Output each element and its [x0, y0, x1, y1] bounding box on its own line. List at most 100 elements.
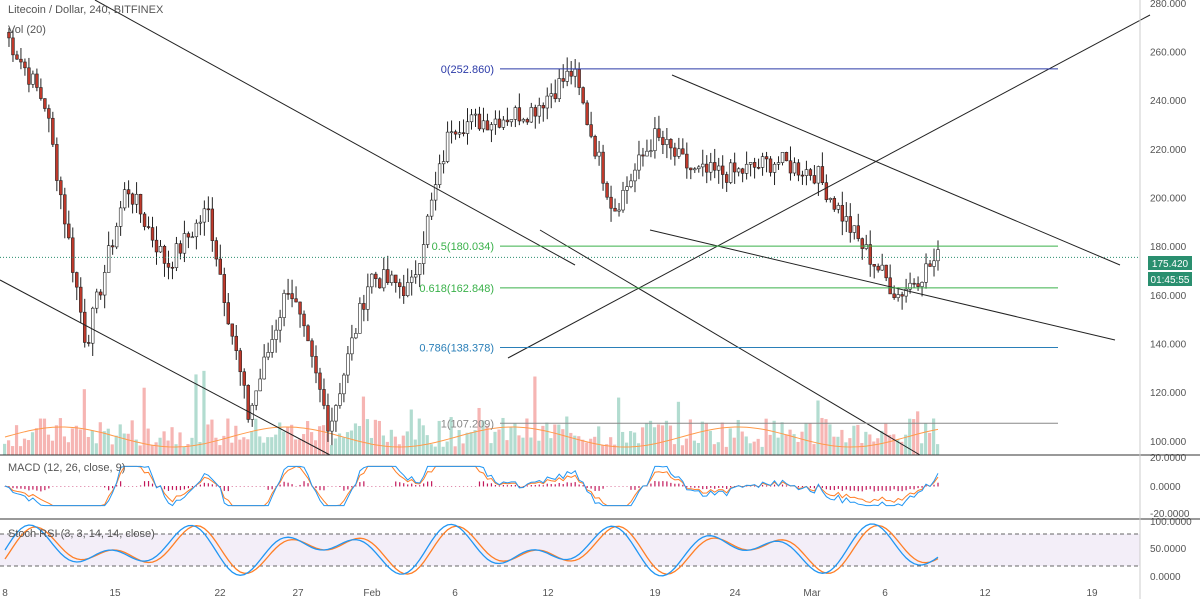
- macd-histogram-bar: [231, 486, 233, 487]
- candle-body: [250, 404, 254, 420]
- volume-bar: [916, 411, 920, 455]
- candle-body: [565, 70, 569, 82]
- candle-body: [545, 95, 549, 109]
- macd-histogram-bar: [654, 481, 656, 487]
- candle-body: [170, 266, 175, 269]
- macd-histogram-bar: [271, 486, 273, 490]
- volume-bar: [389, 429, 393, 455]
- macd-histogram-bar: [439, 486, 441, 487]
- candle-body: [366, 286, 370, 310]
- candle-body: [824, 182, 829, 200]
- volume-bar: [581, 439, 585, 455]
- volume-bar: [740, 431, 744, 455]
- macd-histogram-bar: [454, 486, 457, 487]
- macd-histogram-bar: [44, 486, 46, 491]
- candle-body: [501, 119, 506, 128]
- volume-bar: [856, 424, 860, 455]
- volume-bar: [613, 444, 617, 455]
- volume-bar: [780, 422, 784, 455]
- macd-histogram-bar: [514, 484, 516, 487]
- volume-bar: [302, 434, 306, 455]
- candle-body: [47, 108, 51, 119]
- volume-bar: [501, 417, 505, 455]
- candle-body: [210, 208, 215, 241]
- volume-bar: [621, 431, 625, 455]
- macd-histogram-bar: [542, 485, 544, 487]
- candle-body: [836, 205, 841, 210]
- candle-body: [808, 169, 813, 176]
- volume-bar: [206, 424, 210, 455]
- trend-lines: [0, 0, 1151, 456]
- macd-histogram-bar: [411, 483, 413, 487]
- candle-body: [338, 393, 342, 406]
- macd-histogram-bar: [630, 486, 632, 490]
- volume-bar: [644, 423, 649, 455]
- volume-bar: [525, 418, 529, 455]
- volume-bar: [74, 425, 78, 455]
- macd-histogram-bar: [510, 484, 512, 487]
- macd-histogram-bar: [151, 483, 154, 487]
- time-tick-label: Feb: [363, 588, 381, 599]
- macd-histogram-bar: [869, 486, 871, 490]
- volume-bar: [98, 422, 102, 455]
- macd-histogram-bar: [726, 486, 728, 489]
- volume-bar: [198, 441, 202, 455]
- candle-body: [67, 223, 71, 239]
- macd-histogram-bar: [889, 486, 891, 491]
- macd-histogram-bar: [917, 486, 919, 489]
- candle-body: [717, 165, 721, 171]
- macd-histogram-bar: [28, 486, 30, 491]
- candle-body: [713, 162, 717, 171]
- macd-histogram-bar: [877, 486, 879, 491]
- candle-body: [896, 294, 900, 298]
- macd-histogram-bar: [486, 483, 489, 487]
- candle-body: [625, 186, 629, 191]
- volume-bar: [170, 427, 174, 455]
- macd-histogram-bar: [104, 486, 106, 488]
- candle-body: [394, 274, 398, 283]
- candle-body: [298, 301, 302, 315]
- macd-histogram-bar: [24, 486, 26, 490]
- candle-body: [234, 335, 238, 351]
- volume-bar: [660, 425, 665, 455]
- volume-bar: [497, 429, 501, 455]
- candle-body: [569, 70, 573, 77]
- macd-histogram-bar: [490, 483, 493, 487]
- volume-bar: [517, 435, 521, 455]
- volume-bar: [716, 442, 720, 455]
- macd-histogram-bar: [219, 486, 221, 487]
- macd-histogram-bar: [127, 486, 130, 487]
- macd-histogram-bar: [135, 486, 138, 487]
- candle-body: [597, 151, 601, 157]
- volume-bar: [385, 441, 389, 455]
- macd-histogram-bar: [283, 481, 285, 487]
- macd-line: [4, 465, 939, 507]
- volume-bar: [94, 443, 98, 455]
- candle-body: [724, 174, 729, 183]
- macd-histogram-bar: [730, 486, 732, 488]
- macd-histogram-bar: [666, 481, 668, 487]
- macd-histogram-bar: [686, 486, 688, 488]
- macd-histogram-bar: [466, 486, 469, 487]
- macd-histogram-bar: [243, 486, 245, 487]
- stoch-title: Stoch RSI (3, 3, 14, 14, close): [8, 528, 155, 540]
- candle-body: [51, 117, 55, 145]
- candle-body: [354, 333, 358, 339]
- macd-histogram-bar: [662, 481, 664, 487]
- candle-body: [290, 293, 294, 300]
- candle-body: [266, 352, 270, 358]
- candle-body: [350, 337, 354, 355]
- volume-bar: [537, 440, 541, 455]
- candle-body: [784, 152, 789, 162]
- candle-body: [71, 237, 75, 273]
- macd-histogram-bar: [634, 486, 636, 490]
- candle-body: [613, 207, 617, 212]
- macd-histogram-bar: [387, 486, 389, 487]
- candle-body: [689, 167, 693, 171]
- candle-body: [31, 73, 35, 85]
- macd-histogram-bar: [287, 482, 289, 487]
- macd-histogram-bar: [753, 485, 756, 487]
- price-tick-label: 160.000: [1150, 291, 1187, 302]
- volume-bar: [110, 444, 114, 455]
